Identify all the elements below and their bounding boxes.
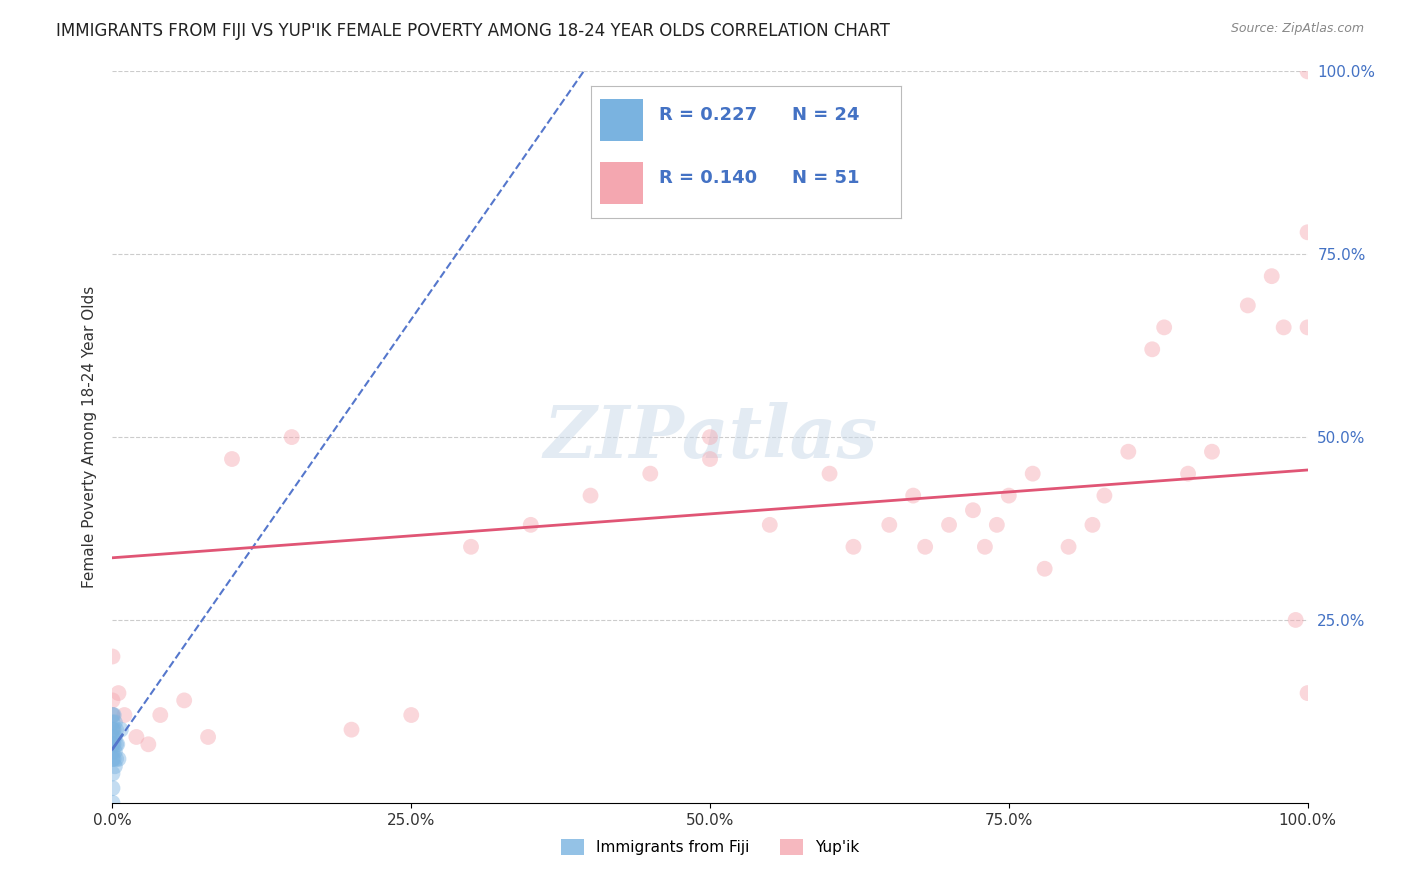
Point — [103, 737, 125, 751]
Point — [104, 715, 127, 730]
Point — [104, 745, 127, 759]
Point — [103, 723, 125, 737]
Point — [998, 489, 1021, 503]
Point — [101, 745, 124, 759]
Point — [1142, 343, 1164, 357]
Point — [101, 715, 124, 730]
Point — [1153, 320, 1175, 334]
Point — [173, 693, 195, 707]
Point — [579, 489, 602, 503]
Point — [818, 467, 841, 481]
Point — [1081, 517, 1104, 532]
Point — [1177, 467, 1199, 481]
Point — [101, 766, 124, 780]
Text: ZIPatlas: ZIPatlas — [543, 401, 877, 473]
Point — [879, 517, 901, 532]
Point — [640, 467, 662, 481]
Legend: Immigrants from Fiji, Yup'ik: Immigrants from Fiji, Yup'ik — [555, 833, 865, 861]
Point — [101, 737, 124, 751]
Point — [974, 540, 997, 554]
Point — [101, 693, 124, 707]
Point — [938, 517, 960, 532]
Point — [1201, 444, 1223, 458]
Point — [107, 752, 129, 766]
Point — [103, 708, 125, 723]
Point — [105, 737, 128, 751]
Point — [101, 752, 124, 766]
Point — [699, 430, 721, 444]
Point — [340, 723, 363, 737]
Point — [1033, 562, 1056, 576]
Point — [107, 686, 129, 700]
Point — [138, 737, 160, 751]
Point — [1272, 320, 1295, 334]
Point — [125, 730, 148, 744]
Point — [1285, 613, 1308, 627]
Point — [759, 517, 782, 532]
Point — [1261, 269, 1284, 284]
Point — [460, 540, 482, 554]
Point — [221, 452, 243, 467]
Point — [101, 723, 124, 737]
Text: Source: ZipAtlas.com: Source: ZipAtlas.com — [1230, 22, 1364, 36]
Point — [1296, 686, 1319, 700]
Point — [105, 723, 128, 737]
Point — [149, 708, 172, 723]
Point — [281, 430, 304, 444]
Point — [699, 452, 721, 467]
Point — [401, 708, 423, 723]
Point — [104, 759, 127, 773]
Point — [101, 730, 124, 744]
Point — [101, 723, 124, 737]
Point — [1094, 489, 1116, 503]
Point — [842, 540, 865, 554]
Point — [101, 781, 124, 796]
Point — [105, 752, 128, 766]
Point — [986, 517, 1008, 532]
Point — [1057, 540, 1080, 554]
Point — [101, 708, 124, 723]
Point — [101, 649, 124, 664]
Point — [114, 708, 135, 723]
Point — [101, 796, 124, 810]
Point — [903, 489, 925, 503]
Point — [1022, 467, 1045, 481]
Point — [197, 730, 219, 744]
Point — [1118, 444, 1140, 458]
Point — [110, 723, 132, 737]
Point — [914, 540, 936, 554]
Point — [1296, 225, 1319, 239]
Point — [104, 730, 127, 744]
Point — [103, 752, 125, 766]
Point — [1237, 298, 1260, 312]
Text: IMMIGRANTS FROM FIJI VS YUP'IK FEMALE POVERTY AMONG 18-24 YEAR OLDS CORRELATION : IMMIGRANTS FROM FIJI VS YUP'IK FEMALE PO… — [56, 22, 890, 40]
Point — [962, 503, 984, 517]
Point — [105, 737, 128, 751]
Point — [101, 708, 124, 723]
Point — [101, 737, 124, 751]
Point — [1296, 64, 1319, 78]
Point — [520, 517, 543, 532]
Y-axis label: Female Poverty Among 18-24 Year Olds: Female Poverty Among 18-24 Year Olds — [82, 286, 97, 588]
Point — [1296, 320, 1319, 334]
